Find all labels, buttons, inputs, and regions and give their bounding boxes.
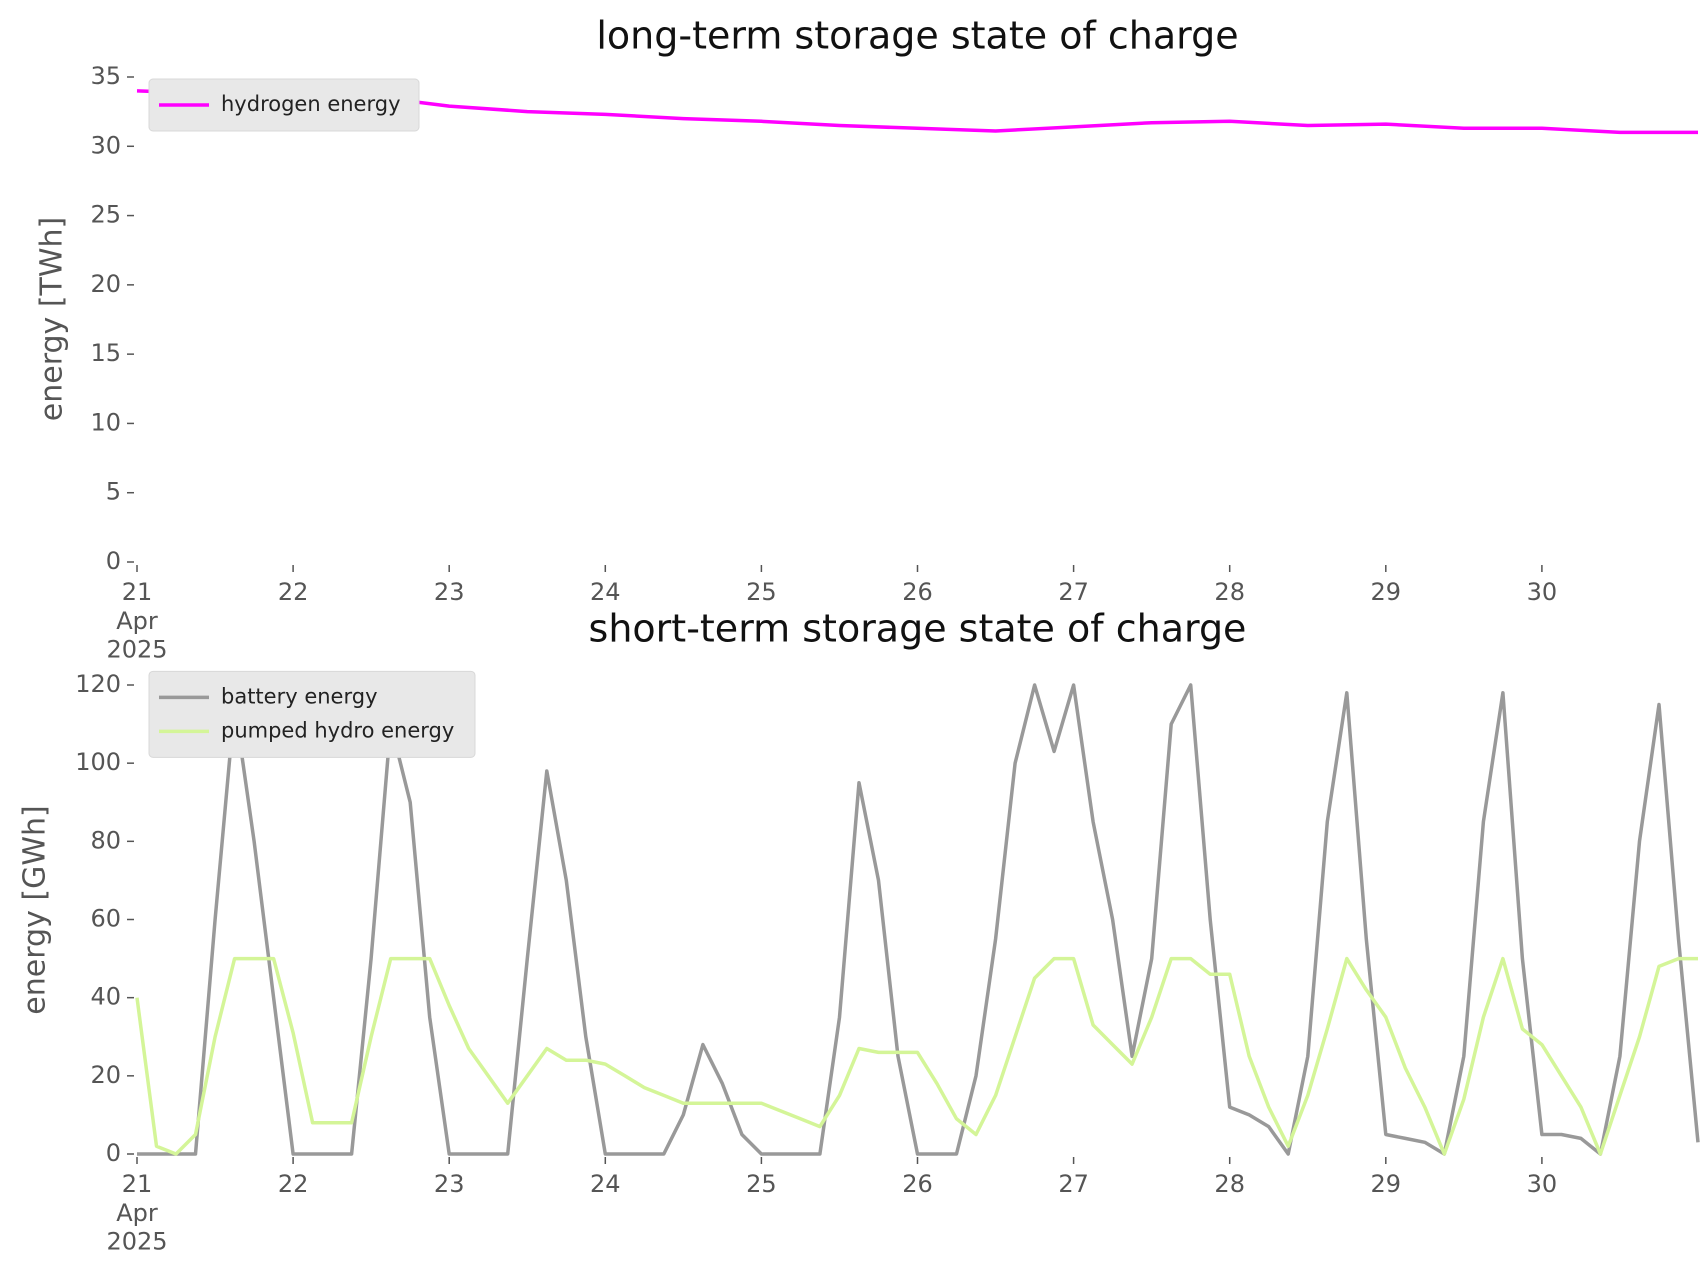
y-tick-label: 40 bbox=[90, 983, 121, 1011]
x-tick-label: 28 bbox=[1214, 1170, 1245, 1198]
x-tick-label: 26 bbox=[902, 1170, 933, 1198]
y-tick-label: 0 bbox=[106, 547, 121, 575]
x-tick-label: 29 bbox=[1371, 578, 1402, 606]
y-tick-label: 80 bbox=[90, 826, 121, 854]
legend: battery energy pumped hydro energy bbox=[148, 670, 476, 758]
x-tick-label: 23 bbox=[434, 1170, 465, 1198]
legend-box bbox=[148, 78, 420, 132]
series-line bbox=[135, 956, 1698, 1156]
y-tick-label: 20 bbox=[90, 1061, 121, 1089]
x-tick-label: 22 bbox=[278, 1170, 309, 1198]
y-tick-label: 60 bbox=[90, 905, 121, 933]
x-tick-label: 21 Apr 2025 bbox=[106, 578, 167, 664]
y-tick-label: 30 bbox=[90, 131, 121, 159]
legend: hydrogen energy bbox=[148, 78, 420, 132]
legend-box bbox=[148, 670, 476, 758]
y-tick-label: 35 bbox=[90, 62, 121, 90]
x-tick-label: 27 bbox=[1058, 1170, 1089, 1198]
x-tick-label: 21 Apr 2025 bbox=[106, 1170, 167, 1256]
y-axis-label: energy [GWh] bbox=[18, 805, 53, 1014]
y-tick-label: 120 bbox=[75, 670, 121, 698]
y-tick-label: 15 bbox=[90, 339, 121, 367]
chart-title: long-term storage state of charge bbox=[596, 14, 1238, 58]
y-tick-label: 20 bbox=[90, 270, 121, 298]
x-tick-label: 28 bbox=[1214, 578, 1245, 606]
x-tick-label: 25 bbox=[746, 1170, 777, 1198]
legend-text: hydrogen energy bbox=[221, 92, 401, 116]
x-tick-label: 29 bbox=[1371, 1170, 1402, 1198]
x-tick-label: 27 bbox=[1058, 578, 1089, 606]
legend-text: pumped hydro energy bbox=[221, 718, 454, 742]
x-tick-label: 24 bbox=[590, 1170, 621, 1198]
x-tick-label: 24 bbox=[590, 578, 621, 606]
y-tick-label: 0 bbox=[106, 1139, 121, 1167]
y-tick-label: 25 bbox=[90, 201, 121, 229]
x-tick-label: 22 bbox=[278, 578, 309, 606]
x-tick-label: 25 bbox=[746, 578, 777, 606]
y-axis-label: energy [TWh] bbox=[35, 217, 70, 421]
y-tick-label: 100 bbox=[75, 748, 121, 776]
x-tick-label: 26 bbox=[902, 578, 933, 606]
x-tick-label: 30 bbox=[1527, 1170, 1558, 1198]
x-tick-label: 23 bbox=[434, 578, 465, 606]
y-tick-label: 10 bbox=[90, 408, 121, 436]
y-tick-label: 5 bbox=[106, 478, 121, 506]
x-tick-label: 30 bbox=[1527, 578, 1558, 606]
chart-title: short-term storage state of charge bbox=[589, 607, 1247, 651]
legend-text: battery energy bbox=[221, 684, 378, 708]
